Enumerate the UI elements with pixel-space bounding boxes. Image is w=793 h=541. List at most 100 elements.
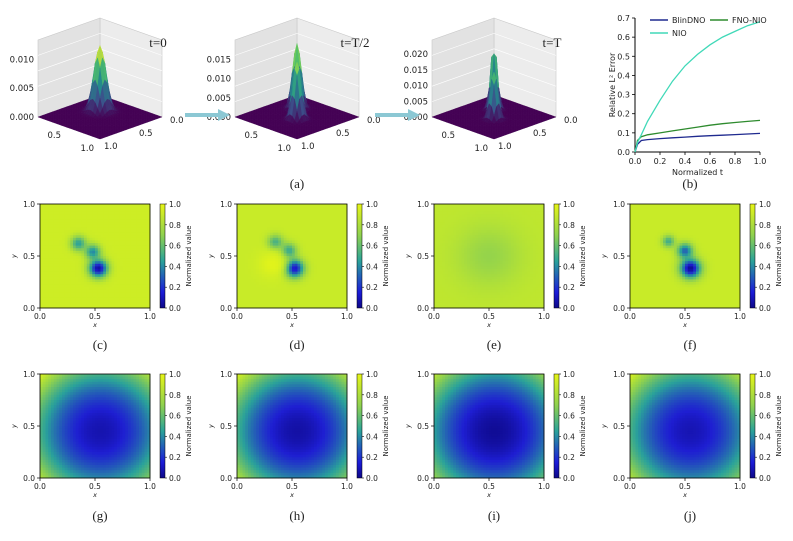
heatmap-cell — [314, 287, 318, 291]
heatmap-cell — [133, 269, 137, 272]
heatmap-cell — [259, 250, 263, 254]
heatmap-cell — [144, 222, 148, 226]
heatmap-cell — [45, 263, 49, 267]
heatmap-cell — [64, 284, 68, 288]
heatmap-cell — [114, 295, 118, 298]
heatmap-cell — [67, 248, 71, 252]
heatmap-cell — [119, 295, 123, 298]
heatmap-cell — [308, 230, 312, 233]
heatmap-cell — [319, 214, 323, 218]
heatmap-cell — [122, 271, 126, 275]
heatmap-cell — [130, 253, 134, 257]
heatmap-cell — [294, 276, 298, 280]
heatmap-cell — [81, 219, 85, 223]
heatmap-cell — [248, 230, 252, 233]
heatmap-cell — [95, 222, 99, 226]
heatmap-cell — [128, 263, 132, 267]
heatmap-cell — [272, 266, 276, 270]
heatmap-cell — [270, 222, 274, 226]
heatmap-cell — [136, 282, 140, 285]
heatmap-cell — [51, 232, 55, 236]
heatmap-cell — [67, 211, 71, 215]
heatmap-cell — [286, 232, 290, 236]
heatmap-cell — [75, 282, 79, 285]
heatmap-cell — [311, 269, 315, 272]
heatmap-cell — [59, 300, 63, 304]
heatmap-cell — [125, 266, 129, 270]
y-tick-label: 0.5 — [139, 129, 153, 139]
heatmap-cell — [40, 206, 44, 210]
heatmap-cell — [267, 222, 271, 226]
heatmap-cell — [292, 211, 296, 215]
heatmap-cell — [308, 279, 312, 283]
heatmap-cell — [292, 261, 296, 265]
heatmap-cell — [275, 284, 279, 288]
heatmap-cell — [136, 263, 140, 267]
heatmap-cell — [95, 219, 99, 223]
heatmap-cell — [128, 292, 132, 296]
heatmap-cell — [267, 256, 271, 259]
heatmap-cell — [278, 243, 282, 246]
heatmap-cell — [245, 243, 249, 246]
heatmap-cell — [253, 287, 257, 291]
heatmap-cell — [100, 263, 104, 267]
heatmap-cell — [286, 274, 290, 278]
heatmap-cell — [114, 240, 118, 244]
heatmap-cell — [67, 227, 71, 231]
heatmap-cell — [248, 269, 252, 272]
heatmap-cell — [53, 289, 57, 293]
heatmap-cell — [242, 258, 246, 262]
heatmap-cell — [130, 245, 134, 249]
heatmap-cell — [130, 222, 134, 226]
heatmap-cell — [292, 274, 296, 278]
heatmap-cell — [248, 237, 252, 241]
heatmap-cell — [139, 204, 143, 207]
heatmap-cell — [95, 269, 99, 272]
heatmap-cell — [294, 287, 298, 291]
heatmap-cell — [139, 219, 143, 223]
heatmap-cell — [264, 287, 268, 291]
heatmap-cell — [308, 217, 312, 220]
heatmap-cell — [289, 274, 293, 278]
heatmap-cell — [308, 206, 312, 210]
heatmap-cell — [248, 209, 252, 213]
heatmap-cell — [261, 240, 265, 244]
heatmap-cell — [62, 261, 66, 265]
heatmap-cell — [125, 224, 129, 228]
heatmap-cell — [136, 214, 140, 218]
heatmap-cell — [144, 274, 148, 278]
heatmap-cell — [73, 284, 77, 288]
heatmap-cell — [141, 297, 145, 301]
heatmap-cell — [245, 300, 249, 304]
heatmap-cell — [272, 282, 276, 285]
heatmap-cell — [108, 261, 112, 265]
heatmap-cell — [53, 250, 57, 254]
heatmap-cell — [311, 287, 315, 291]
x-tick-label: 1.0 — [474, 144, 488, 154]
heatmap-cell — [261, 300, 265, 304]
heatmap-cell — [117, 240, 121, 244]
heatmap-cell — [89, 219, 93, 223]
heatmap-cell — [270, 287, 274, 291]
heatmap-cell — [73, 230, 77, 233]
heatmap-cell — [311, 276, 315, 280]
heatmap-cell — [139, 209, 143, 213]
heatmap-cell — [281, 276, 285, 280]
heatmap-cell — [283, 209, 287, 213]
heatmap-cell — [248, 248, 252, 252]
heatmap-cell — [139, 284, 143, 288]
heatmap-cell — [311, 256, 315, 259]
heatmap-cell — [100, 248, 104, 252]
heatmap-cell — [73, 248, 77, 252]
heatmap-cell — [272, 302, 276, 306]
heatmap-cell — [139, 237, 143, 241]
heatmap-cell — [86, 248, 90, 252]
heatmap-cell — [237, 292, 241, 296]
heatmap-cell — [286, 204, 290, 207]
heatmap-cell — [316, 253, 320, 257]
heatmap-cell — [78, 292, 82, 296]
heatmap-cell — [81, 250, 85, 254]
heatmap-cell — [73, 232, 77, 236]
heatmap-cell — [95, 204, 99, 207]
heatmap-cell — [245, 232, 249, 236]
